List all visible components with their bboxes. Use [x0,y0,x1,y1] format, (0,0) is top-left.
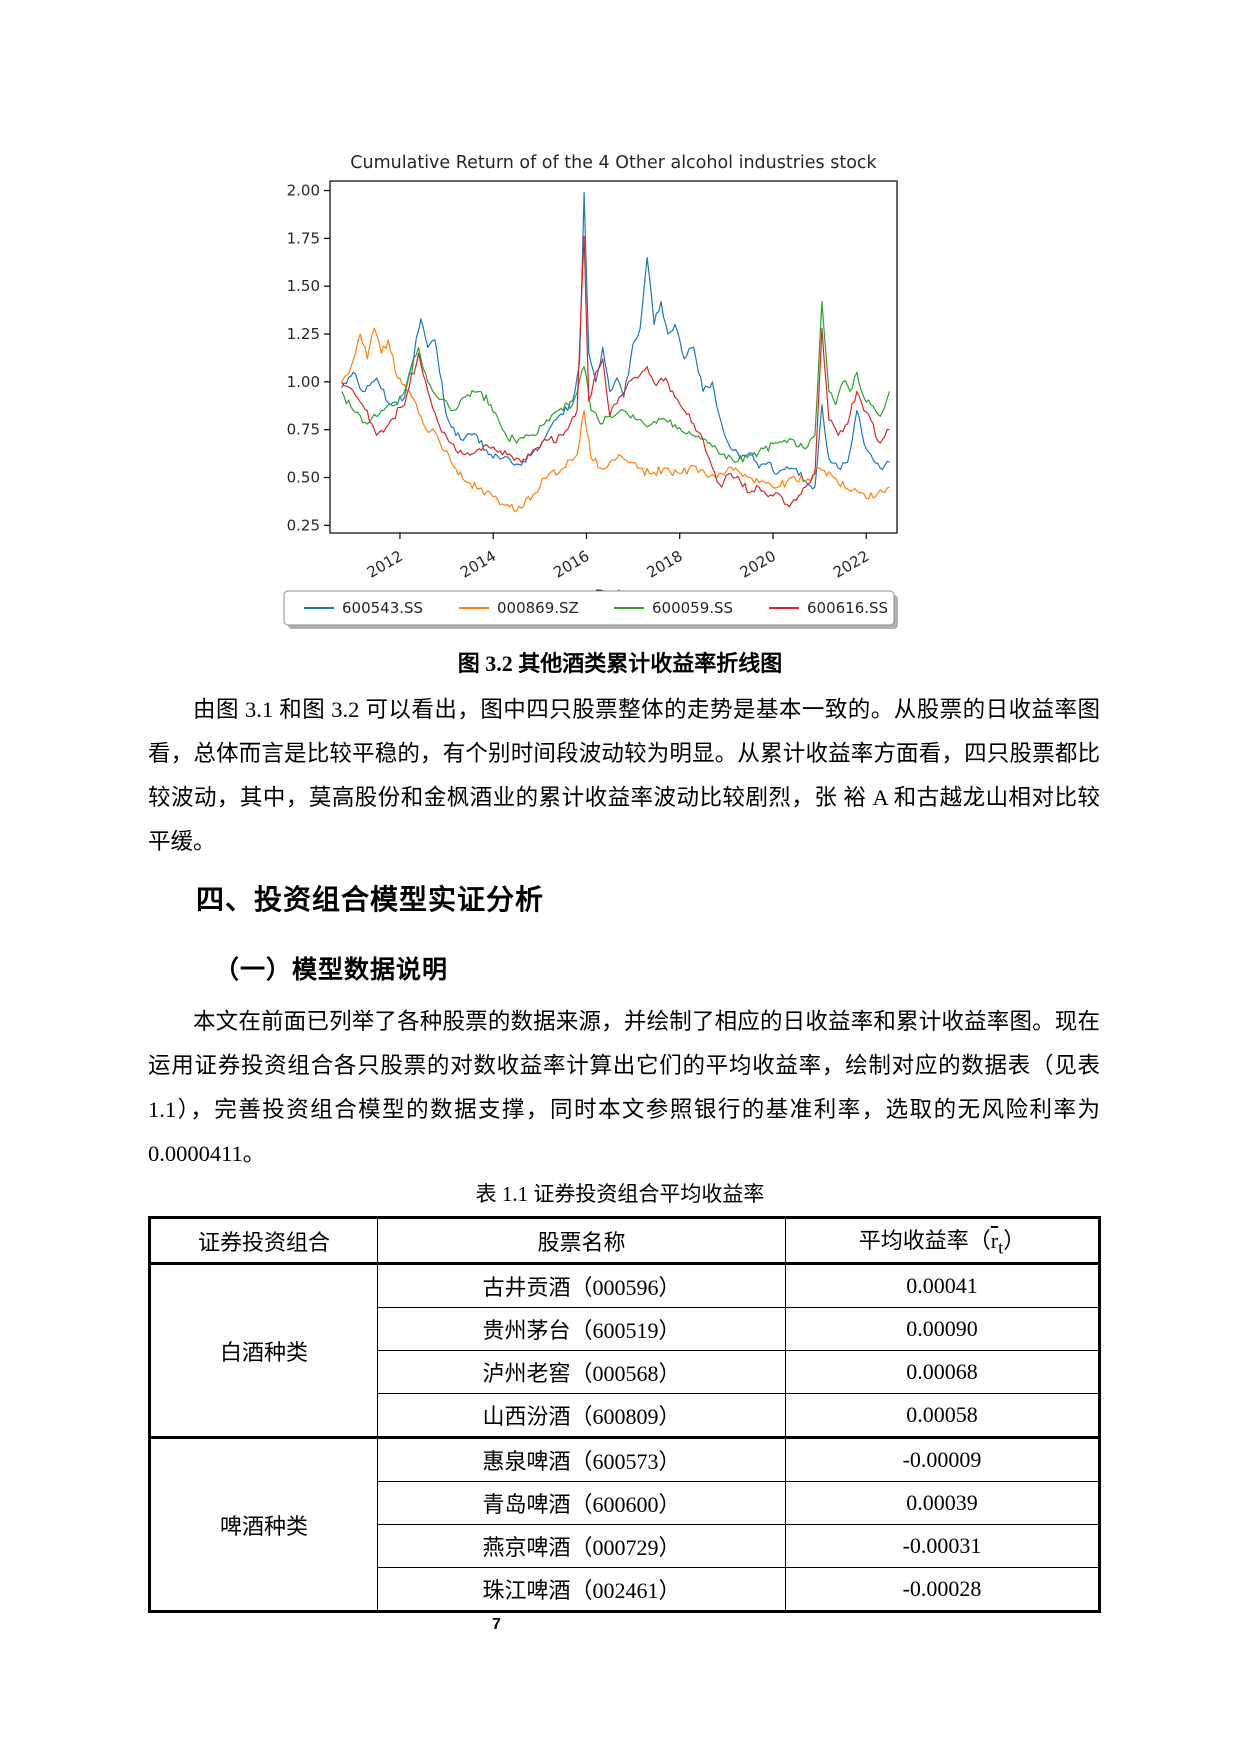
paragraph-model-data: 本文在前面已列举了各种股票的数据来源，并绘制了相应的日收益率和累计收益率图。现在… [148,1009,1100,1166]
mean-return-symbol: r [990,1228,999,1253]
category-cell: 白酒种类 [149,1262,378,1439]
series-line-600059.SS [341,300,891,463]
table-row: 珠江啤酒（002461） -0.00028 [150,1567,1100,1613]
x-tick-label: 2022 [830,547,872,582]
return-value-cell: 0.00039 [785,1481,1100,1526]
table-row: 山西汾酒（600809） 0.00058 [150,1393,1100,1439]
y-tick-label: 1.50 [287,277,320,295]
y-tick-label: 0.50 [287,469,320,487]
page-number: 7 [492,1616,501,1633]
paragraph-analysis: 由图 3.1 和图 3.2 可以看出，图中四只股票整体的走势是基本一致的。从股票… [148,697,1100,854]
y-tick-label: 1.00 [287,373,320,391]
table-row: 啤酒种类 惠泉啤酒（600573） -0.00009 [149,1436,1100,1613]
col-header-portfolio: 证券投资组合 [149,1216,378,1265]
x-tick-label: 2020 [737,547,779,582]
x-tick-label: 2014 [457,547,499,582]
legend-label: 600059.SS [652,599,733,617]
y-tick-label: 1.75 [287,229,320,247]
return-value-cell: 0.00058 [785,1393,1100,1439]
y-tick-label: 1.25 [287,325,320,343]
x-tick-label: 2016 [550,547,592,582]
legend-label: 600543.SS [342,599,423,617]
subsection-heading: （一）模型数据说明 [214,956,449,984]
stock-name-cell: 泸州老窖（000568） [377,1350,786,1395]
stock-name-cell: 古井贡酒（000596） [377,1262,786,1309]
return-value-cell: 0.00041 [785,1262,1100,1309]
stock-name-cell: 青岛啤酒（600600） [377,1481,786,1526]
x-tick-label: 2018 [644,547,686,582]
series-line-600543.SS [341,191,890,490]
returns-table: 证券投资组合 股票名称 平均收益率（rt） 白酒种类 古井贡酒（000596） 0.000… [148,1216,1101,1614]
legend-box [283,590,895,626]
plot-border [329,180,898,534]
category-cell: 啤酒种类 [149,1436,378,1613]
table-row: 青岛啤酒（600600） 0.00039 [150,1481,1100,1526]
col-header-average-return: 平均收益率（rt） [785,1216,1100,1265]
chart-title: Cumulative Return of of the 4 Other alco… [350,153,877,173]
chart-svg: Cumulative Return of of the 4 Other alco… [283,153,898,629]
stock-name-cell: 燕京啤酒（000729） [377,1524,786,1569]
return-value-cell: 0.00090 [785,1307,1100,1352]
return-value-cell: -0.00028 [785,1567,1100,1613]
y-tick-label: 0.25 [287,516,320,534]
return-value-cell: -0.00009 [785,1436,1100,1483]
stock-name-cell: 惠泉啤酒（600573） [377,1436,786,1483]
table-row: 燕京啤酒（000729） -0.00031 [150,1524,1100,1569]
figure-caption: 图 3.2 其他酒类累计收益率折线图 [457,651,783,676]
section-heading: 四、投资组合模型实证分析 [196,884,545,915]
y-tick-label: 2.00 [287,182,320,200]
col-header-stock-name: 股票名称 [377,1216,786,1265]
stock-name-cell: 山西汾酒（600809） [377,1393,786,1439]
series-line-600616.SS [341,235,890,508]
stock-name-cell: 贵州茅台（600519） [377,1307,786,1352]
stock-name-cell: 珠江啤酒（002461） [377,1567,786,1613]
cumulative-return-chart: Cumulative Return of of the 4 Other alco… [280,146,920,638]
series-line-000869.SZ [341,327,890,512]
y-tick-label: 0.75 [287,421,320,439]
x-tick-label: 2012 [364,547,406,582]
legend-label: 600616.SS [807,599,888,617]
legend-label: 000869.SZ [497,599,579,617]
table-row: 贵州茅台（600519） 0.00090 [150,1307,1100,1352]
return-value-cell: 0.00068 [785,1350,1100,1395]
table-row: 白酒种类 古井贡酒（000596） 0.00041 [149,1262,1100,1439]
table-caption: 表 1.1 证券投资组合平均收益率 [475,1182,765,1206]
return-value-cell: -0.00031 [785,1524,1100,1569]
